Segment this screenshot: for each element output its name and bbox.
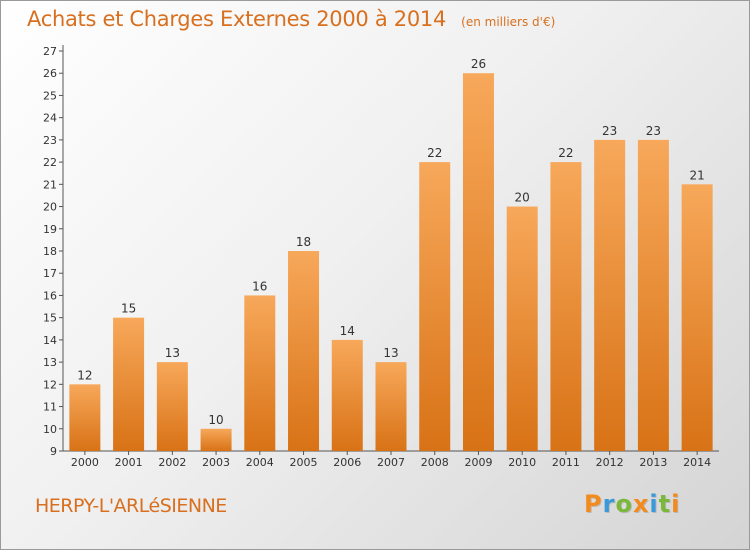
y-tick-label: 16 [43, 289, 57, 302]
proxiti-logo: Proxiti [584, 490, 680, 518]
y-tick-label: 24 [43, 112, 57, 125]
commune-name: HERPY-L'ARLéSIENNE [35, 495, 227, 517]
data-label: 21 [689, 168, 704, 182]
y-tick-label: 21 [43, 178, 57, 191]
logo-letter: r [602, 490, 616, 518]
bar [156, 362, 188, 451]
data-label: 13 [165, 346, 180, 360]
bar [681, 184, 713, 452]
bar [419, 162, 451, 451]
bar [69, 384, 101, 451]
data-label: 23 [646, 124, 661, 138]
chart-unit: (en milliers d'€) [461, 15, 556, 29]
x-tick-label: 2014 [683, 456, 711, 469]
data-label: 13 [383, 346, 398, 360]
data-label: 10 [208, 413, 223, 427]
y-tick-label: 9 [50, 445, 57, 458]
y-tick-label: 20 [43, 201, 57, 214]
x-tick-label: 2011 [552, 456, 580, 469]
bar [375, 362, 407, 451]
x-tick-label: 2000 [71, 456, 99, 469]
bar [244, 295, 276, 451]
logo-letter: o [615, 490, 633, 518]
y-tick-label: 10 [43, 423, 57, 436]
logo-letter: t [658, 490, 672, 518]
bar [462, 73, 494, 451]
bar [550, 162, 582, 451]
y-tick-label: 14 [43, 334, 57, 347]
y-tick-label: 25 [43, 89, 57, 102]
x-tick-label: 2005 [290, 456, 318, 469]
bar [200, 428, 232, 451]
x-tick-label: 2009 [464, 456, 492, 469]
x-tick-label: 2012 [596, 456, 624, 469]
x-tick-label: 2007 [377, 456, 405, 469]
data-label: 14 [340, 324, 355, 338]
y-tick-label: 23 [43, 134, 57, 147]
x-tick-label: 2001 [115, 456, 143, 469]
y-tick-label: 27 [43, 45, 57, 58]
logo-letter: i [649, 490, 659, 518]
x-tick-label: 2002 [158, 456, 186, 469]
x-tick-label: 2008 [421, 456, 449, 469]
title-row: Achats et Charges Externes 2000 à 2014 (… [27, 7, 555, 31]
data-label: 15 [121, 302, 136, 316]
bar [288, 251, 320, 451]
data-label: 16 [252, 279, 267, 293]
x-tick-label: 2013 [639, 456, 667, 469]
y-tick-label: 13 [43, 356, 57, 369]
x-tick-label: 2010 [508, 456, 536, 469]
x-tick-label: 2004 [246, 456, 274, 469]
data-label: 22 [558, 146, 573, 160]
data-label: 26 [471, 57, 486, 71]
y-tick-label: 19 [43, 223, 57, 236]
data-label: 20 [515, 191, 530, 205]
y-tick-label: 12 [43, 378, 57, 391]
y-tick-label: 22 [43, 156, 57, 169]
x-tick-label: 2003 [202, 456, 230, 469]
bar [506, 206, 538, 451]
bar [331, 339, 363, 451]
bar [637, 139, 669, 451]
data-label: 23 [602, 124, 617, 138]
bar [113, 317, 145, 451]
data-label: 18 [296, 235, 311, 249]
logo-letter: x [632, 490, 650, 518]
y-tick-label: 17 [43, 267, 57, 280]
bar [594, 139, 626, 451]
logo-letter: i [671, 490, 681, 518]
logo-letter: P [584, 490, 603, 518]
y-tick-label: 18 [43, 245, 57, 258]
y-tick-label: 11 [43, 401, 57, 414]
chart-title: Achats et Charges Externes 2000 à 2014 [27, 7, 447, 31]
y-tick-label: 26 [43, 67, 57, 80]
y-tick-label: 15 [43, 312, 57, 325]
data-label: 12 [77, 368, 92, 382]
x-tick-label: 2006 [333, 456, 361, 469]
data-label: 22 [427, 146, 442, 160]
